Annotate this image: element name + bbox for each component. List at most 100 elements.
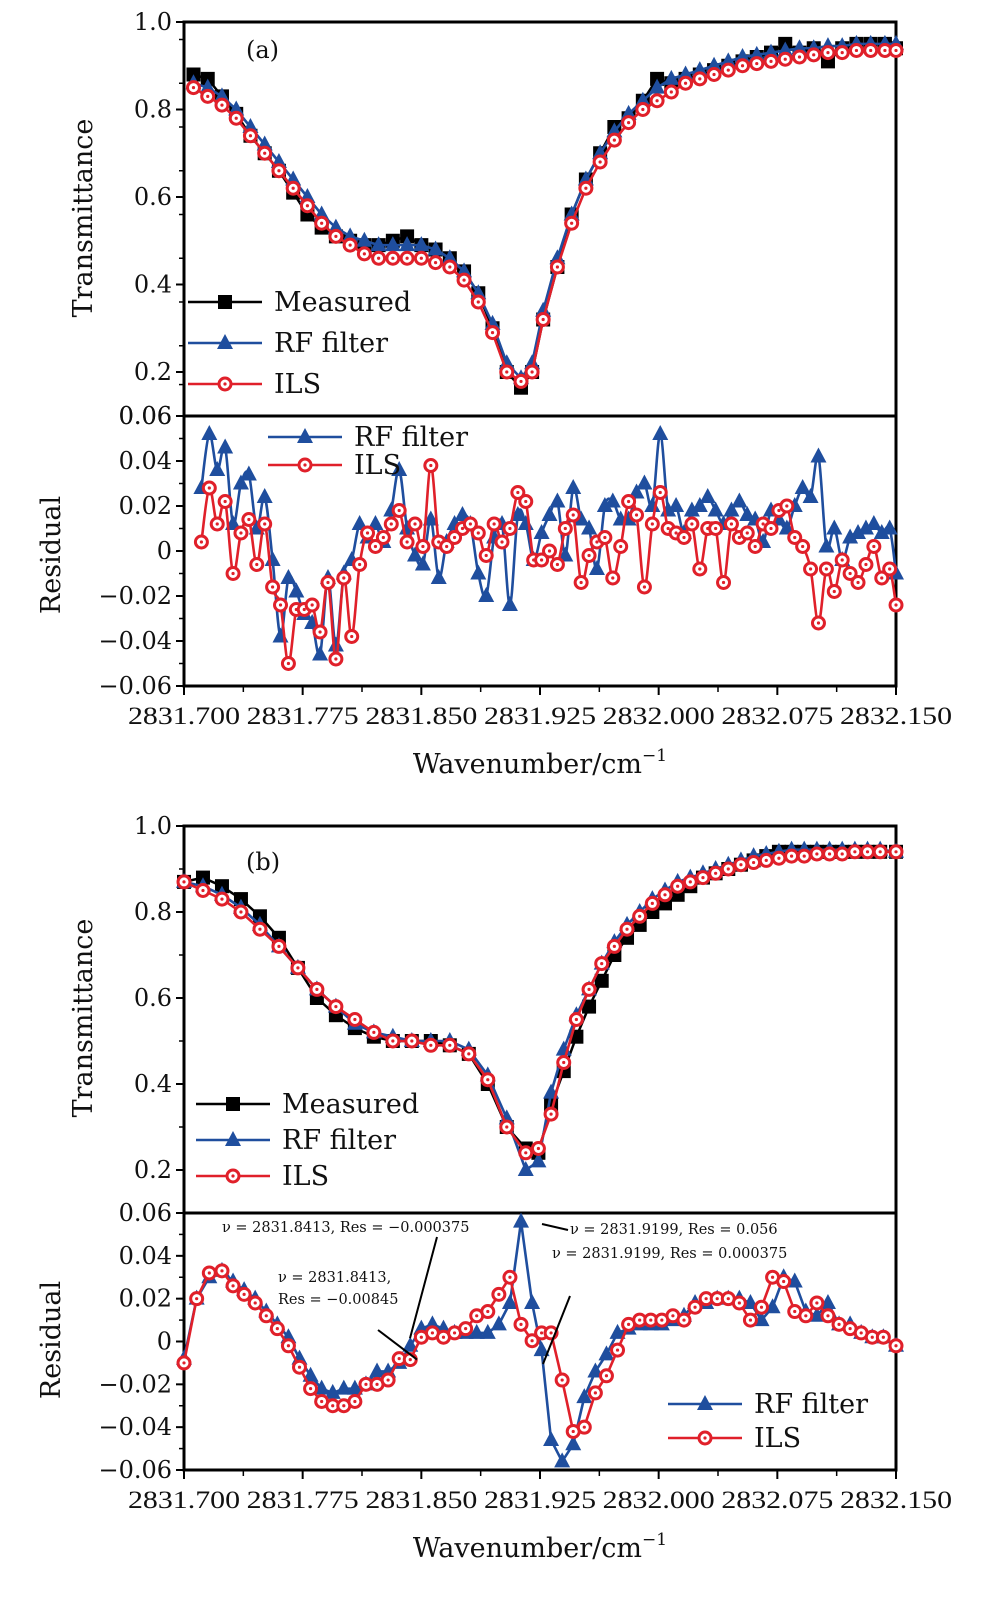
x-axis-label: Wavenumber/cm−1 [413,1530,667,1564]
data-point-circle-dot-center [894,603,898,607]
data-point-circle-dot-center [320,221,324,225]
data-point-circle-dot-center [641,107,645,112]
data-point-circle-dot-center [258,927,262,931]
data-point-circle-dot-center [505,370,509,374]
data-point-circle-dot-center [364,1382,368,1386]
data-point-circle-dot-center [362,252,366,256]
legend-measured-a: Measured [188,287,411,318]
data-point-circle-dot-center [342,576,346,580]
data-point-circle-dot-center [562,1060,566,1065]
data-point-circle-dot-center [650,901,654,906]
data-point-circle-dot-center [714,871,718,875]
y-tick-label: 0.4 [134,1070,172,1098]
data-point-circle-dot-center [729,522,734,526]
data-point-triangle [842,528,859,544]
data-point-circle-dot-center [492,522,496,526]
data-point-triangle [554,1452,571,1468]
data-point-triangle [530,1152,547,1168]
data-point-circle-dot-center [785,504,789,508]
data-point-circle-dot-center [530,1339,534,1343]
data-point-circle-dot-center [199,540,204,544]
data-point-triangle [456,262,473,278]
data-point-triangle [370,236,387,252]
data-point-circle-dot-center [824,567,828,571]
data-point-triangle [588,560,605,575]
data-point-triangle [668,497,685,512]
data-point-triangle [543,1431,560,1447]
data-point-circle-dot-center [239,910,243,914]
data-point-circle-dot-center [255,562,259,567]
data-point-circle-dot-center [864,562,868,567]
data-point-circle-dot-center [894,850,898,854]
data-point-circle-dot-center [894,48,898,53]
data-point-circle-dot-center [840,852,844,856]
legend-label: ILS [274,369,321,400]
data-point-circle-dot-center [381,535,385,540]
y-axis-label-residual-b: Residual [36,1281,67,1399]
y-tick-label: 0.8 [134,898,172,926]
data-point-circle-dot-center [516,490,520,495]
data-point-triangle [498,1109,515,1125]
annotation-text: ν = 2831.9199, Res = 0.056 [570,1222,778,1238]
data-point-circle-dot-center [247,517,251,522]
data-point-triangle [734,48,751,63]
data-point-circle-dot-center [302,607,306,612]
legend-ils-b-res: ILS [668,1423,801,1454]
data-point-triangle [280,569,297,584]
data-point-circle-dot-center [386,1378,390,1382]
data-point-circle-dot-center [555,265,560,269]
y-tick-label: 0.6 [134,984,172,1012]
data-point-circle-dot-center [275,1327,279,1331]
data-point-triangle [513,1212,530,1228]
x-tick-label: 2831.700 [128,1487,240,1514]
data-point-circle-dot-center [611,576,615,580]
data-point-triangle [873,524,890,539]
data-point-circle-dot-center [549,1112,553,1116]
data-point-circle-dot-center [430,1331,435,1335]
data-point-circle-dot-center [191,86,196,90]
data-point-circle-dot-center [519,1322,523,1326]
data-point-circle-dot-center [600,962,604,966]
data-point-circle-dot-center [410,1039,414,1043]
data-point-circle-dot-center [536,1146,541,1151]
y-tick-label: −0.06 [98,1456,172,1484]
x-tick-label: 2831.850 [365,703,477,730]
x-tick-label: 2832.000 [603,703,715,730]
x-tick-label: 2831.775 [247,1487,359,1514]
data-point-circle-dot-center [865,850,870,854]
data-point-circle-dot-center [612,138,616,142]
annotation-leader-line [542,1295,571,1365]
data-point-triangle [818,537,835,553]
data-point-circle-dot-center [549,1331,553,1335]
data-point-circle-dot-center [547,549,552,553]
y-axis-label-residual-a: Residual [36,496,67,614]
y-tick-label: 0.2 [134,358,172,386]
series-line [183,848,897,1173]
annotation-leader-line [541,1223,569,1231]
data-point-circle-dot-center [310,603,314,607]
data-point-circle-dot-center [320,1399,324,1404]
data-point-triangle [791,39,808,55]
data-point-circle-dot-center [277,944,281,949]
data-point-circle-dot-center [783,57,787,61]
data-point-circle-dot-center [740,64,745,68]
data-point-circle-dot-center [627,499,631,504]
data-point-circle-dot-center [508,1275,512,1279]
data-point-triangle [778,519,795,535]
data-point-circle-dot-center [627,1322,631,1326]
data-point-circle-dot-center [612,944,616,949]
data-point-circle-dot-center [595,540,599,544]
data-point-circle-dot-center [712,72,716,77]
data-point-circle-dot-center [500,540,504,544]
data-point-circle-dot-center [883,48,887,53]
x-axis-label-main: Wavenumber/cm [413,1533,642,1564]
data-point-circle-dot-center [231,571,235,576]
legend-marker [218,295,232,309]
data-point-triangle [573,510,590,526]
data-point-circle-dot-center [737,535,741,540]
legend-rf-b: RF filter [196,1125,396,1156]
data-point-circle-dot-center [389,522,393,526]
annotation-text: ν = 2831.8413, Res = −0.000375 [222,1220,469,1236]
data-point-circle-dot-center [348,243,352,247]
data-point-circle-dot-center [721,580,726,585]
